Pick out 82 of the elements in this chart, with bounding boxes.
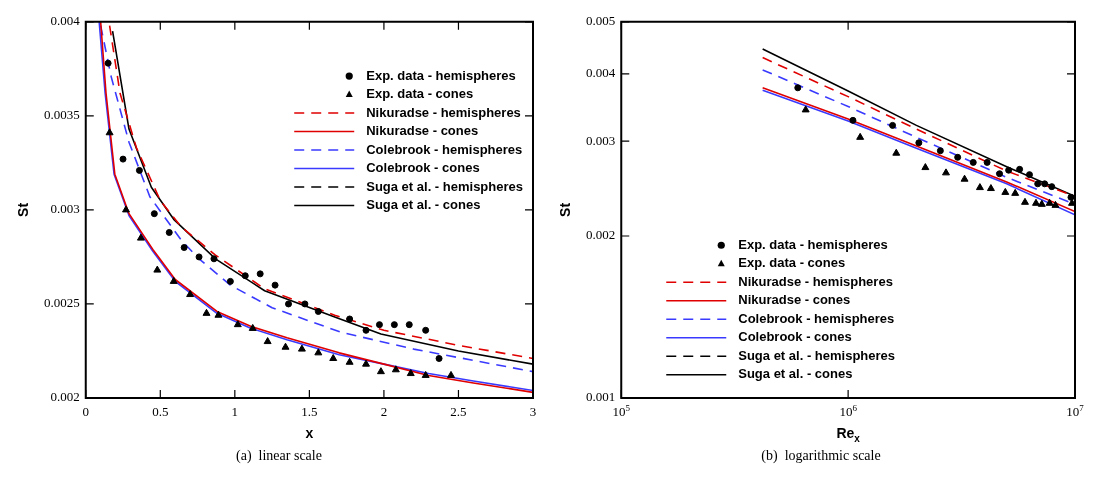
point [256, 270, 264, 278]
point [422, 326, 430, 334]
legend-label: Exp. data - hemispheres [366, 67, 516, 83]
y-tick-label: 0.001 [586, 389, 616, 405]
x-tick-label: 2.5 [450, 404, 467, 419]
x-tick-label: 0.5 [152, 404, 169, 419]
point [119, 155, 127, 163]
point [406, 369, 415, 377]
point [345, 357, 354, 365]
point [186, 290, 195, 298]
point [362, 326, 370, 334]
point [150, 210, 158, 218]
point [105, 128, 114, 136]
point [135, 166, 143, 174]
point [346, 315, 354, 323]
point [136, 233, 145, 241]
y-tick-label: 0.004 [50, 13, 81, 29]
point [301, 300, 309, 308]
point [165, 228, 173, 236]
point [314, 307, 322, 315]
legend-label: Exp. data - hemispheres [738, 236, 888, 252]
point [263, 337, 272, 345]
y-tick-label: 0.003 [586, 132, 616, 148]
point [153, 265, 162, 273]
y-axis-title: St [15, 202, 31, 217]
legend-label: Nikuradse - cones [366, 123, 479, 139]
y-tick-label: 0.005 [586, 13, 616, 29]
point [281, 342, 290, 350]
point [202, 308, 211, 316]
point [285, 300, 292, 308]
point [421, 370, 430, 378]
point [241, 272, 249, 280]
legend-label: Nikuradse - cones [738, 292, 851, 308]
point [169, 276, 178, 284]
point [314, 348, 323, 356]
point [195, 253, 203, 261]
point [435, 355, 443, 362]
y-tick-label: 0.0035 [44, 107, 80, 123]
point [405, 321, 413, 329]
text: (b) logarithmic scale [760, 448, 882, 464]
legend-label: Colebrook - hemispheres [738, 310, 895, 326]
point [362, 359, 370, 367]
legend-label: Suga et al. - hemispheres [366, 178, 524, 194]
y-axis-title: St [557, 202, 573, 217]
legend-label: Exp. data - cones [366, 86, 474, 102]
point [297, 344, 306, 352]
point [376, 367, 385, 375]
x-tick-label: 0 [82, 404, 89, 419]
point [329, 354, 338, 361]
y-tick-label: 0.003 [50, 201, 80, 217]
point [210, 255, 218, 263]
point [447, 370, 455, 378]
legend-label: Colebrook - cones [738, 329, 852, 345]
legend-label: Suga et al. - hemispheres [738, 347, 896, 363]
x-tick-label: 3 [529, 404, 537, 419]
legend-label: Exp. data - cones [738, 255, 846, 271]
legend-label: Colebrook - hemispheres [366, 141, 523, 157]
point [180, 244, 188, 252]
text: (a) linear scale [235, 448, 323, 464]
point [390, 321, 398, 329]
point [248, 323, 257, 331]
legend-label: Colebrook - cones [366, 160, 480, 176]
y-tick-label: 0.002 [50, 389, 80, 405]
y-tick-label: 0.004 [586, 65, 616, 81]
point [233, 320, 242, 328]
y-tick-label: 0.002 [586, 227, 616, 243]
x-tick-label: 2 [380, 404, 388, 419]
point [391, 365, 400, 373]
point [104, 59, 112, 67]
y-tick-label: 0.0025 [44, 295, 80, 311]
legend-label: Nikuradse - hemispheres [366, 104, 521, 120]
legend-label: Suga et al. - cones [366, 197, 481, 213]
legend-label: Suga et al. - cones [738, 366, 853, 382]
point [375, 321, 383, 329]
point [122, 205, 130, 213]
legend-label: Nikuradse - hemispheres [738, 273, 893, 289]
x-tick-label: 1 [231, 404, 239, 419]
point [226, 277, 234, 285]
x-axis-title: x [305, 425, 314, 441]
point [271, 281, 279, 289]
point [214, 310, 223, 318]
x-tick-label: 1.5 [301, 404, 318, 419]
